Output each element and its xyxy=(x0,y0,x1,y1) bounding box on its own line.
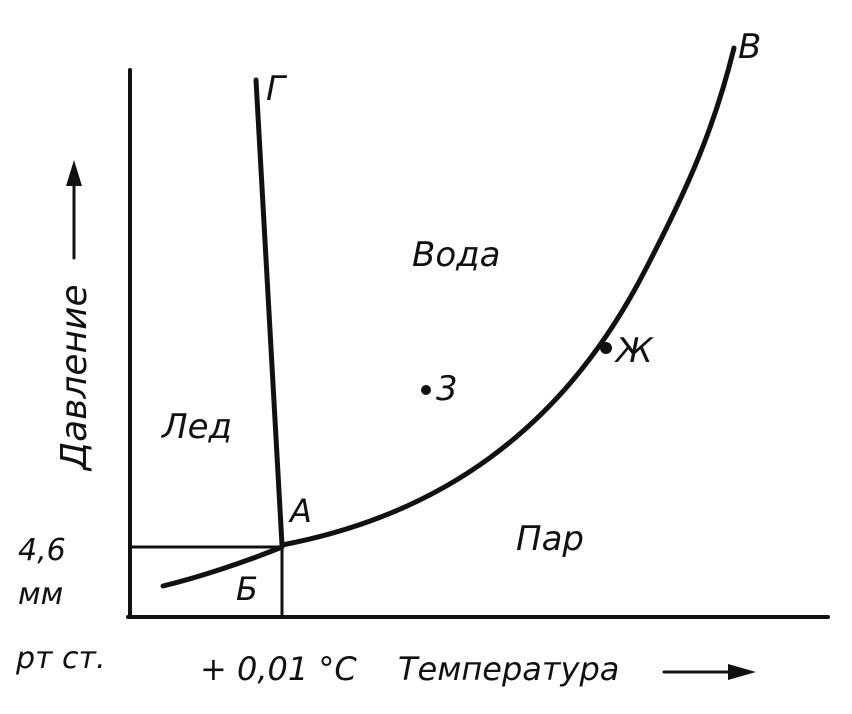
pressure-value-label: 4,6 xyxy=(18,533,66,568)
point-z-marker xyxy=(421,385,431,395)
temperature-value-label: + 0,01 °С xyxy=(200,650,357,688)
point-zh-marker xyxy=(600,342,612,354)
region-water-label: Вода xyxy=(412,235,500,275)
x-axis-arrow-icon xyxy=(728,664,756,680)
melting-curve xyxy=(253,77,285,548)
region-vapor-label: Пар xyxy=(516,519,584,559)
point-z-label: 3 xyxy=(436,369,458,409)
point-g-label: Г xyxy=(266,69,288,109)
point-b-label: Б xyxy=(236,570,258,608)
x-axis-label: Температура xyxy=(398,650,619,688)
vaporization-curve xyxy=(279,45,737,548)
y-axis-arrow-icon xyxy=(66,160,82,186)
point-zh-label: Ж xyxy=(614,331,654,371)
point-a-label: А xyxy=(288,492,312,530)
pressure-unit-label-1: мм xyxy=(18,577,63,612)
y-axis-label: Давление xyxy=(54,284,95,472)
point-v-label: В xyxy=(738,27,761,67)
pressure-unit-label-2: рт ст. xyxy=(15,641,106,676)
sublimation-curve xyxy=(160,544,285,589)
region-ice-label: Лед xyxy=(160,407,232,447)
